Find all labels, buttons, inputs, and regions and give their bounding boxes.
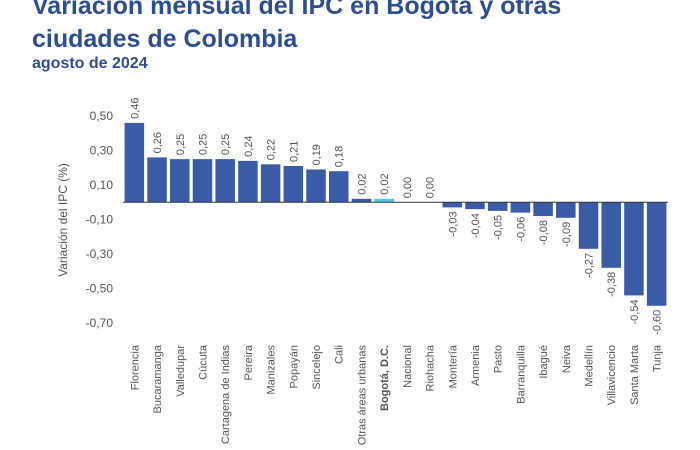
category-label: Bogotá, D.C. <box>379 345 391 411</box>
bar-ibagué <box>533 202 553 217</box>
y-tick-label: -0,30 <box>86 247 114 261</box>
category-label: Riohacha <box>425 344 437 391</box>
bar-cali <box>328 171 349 203</box>
data-label: -0,60 <box>652 310 664 335</box>
category-label: Sincelejo <box>311 345 323 390</box>
data-label: 0,25 <box>220 134 232 155</box>
bars <box>124 122 667 306</box>
y-tick-label: 0,10 <box>90 178 114 192</box>
data-label: 0,25 <box>175 134 187 155</box>
category-label: Cúcuta <box>197 344 209 380</box>
y-tick-label: 0,50 <box>90 109 114 123</box>
bar-medellín <box>578 202 599 249</box>
bar-santa-marta <box>624 202 644 296</box>
data-label: -0,03 <box>447 211 459 236</box>
data-label: 0,24 <box>243 135 255 156</box>
chart-subtitle: agosto de 2024 <box>32 55 148 72</box>
category-label: Barranquilla <box>515 344 527 404</box>
category-label: Pereira <box>243 344 255 380</box>
data-label: 0,46 <box>129 97 141 118</box>
category-label: Neiva <box>561 344 573 373</box>
data-label: -0,04 <box>470 213 482 238</box>
category-label: Medellín <box>584 345 596 387</box>
category-label: Santa Marta <box>629 344 641 405</box>
bar-sincelejo <box>306 169 326 203</box>
data-label: 0,21 <box>288 141 300 162</box>
bar-tunja <box>646 202 667 306</box>
category-label: Cali <box>334 345 346 364</box>
bar-cartagena-de-indias <box>215 159 235 203</box>
data-label: 0,00 <box>402 177 414 198</box>
y-tick-label: -0,50 <box>86 282 114 296</box>
data-label: -0,27 <box>584 253 596 278</box>
category-label: Popayán <box>288 345 300 388</box>
bar-bogotá-d-c- <box>374 198 394 203</box>
chart-title: Variación mensual del IPC en Bogotá y ot… <box>32 0 562 53</box>
category-label: Valledupar <box>175 345 187 397</box>
data-label: -0,54 <box>629 299 641 324</box>
data-label: -0,06 <box>515 217 527 242</box>
category-label: Villavicencio <box>606 345 618 405</box>
data-label: -0,08 <box>538 220 550 245</box>
bar-villavicencio <box>601 202 621 268</box>
category-label: Tunja <box>652 344 664 372</box>
bar-montería <box>442 202 463 208</box>
category-label: Armenia <box>470 344 482 386</box>
data-label: 0,18 <box>334 146 346 167</box>
y-tick-label: 0,30 <box>90 144 114 158</box>
data-label: 0,19 <box>311 144 323 165</box>
category-label: Montería <box>447 344 459 388</box>
category-label: Nacional <box>402 345 414 388</box>
bar-pasto <box>487 202 508 211</box>
bar-pereira <box>238 160 258 203</box>
category-label: Pasto <box>493 345 505 373</box>
data-label: 0,26 <box>152 132 164 153</box>
category-label: Manizales <box>266 345 278 395</box>
data-label: 0,02 <box>379 173 391 194</box>
y-tick-label: -0,10 <box>86 213 114 227</box>
data-label: 0,00 <box>425 177 437 198</box>
bar-valledupar <box>170 159 190 203</box>
data-label: -0,09 <box>561 222 573 247</box>
bar-manizales <box>260 164 281 203</box>
bar-otras-áreas-urbanas <box>351 198 372 203</box>
data-label: 0,02 <box>356 173 368 194</box>
y-axis: 0,50 0,30 0,10 -0,10 -0,30 -0,50 -0,70 <box>86 109 114 330</box>
data-label: 0,22 <box>266 139 278 160</box>
y-tick-label: -0,70 <box>86 316 114 330</box>
bar-florencia <box>124 122 145 203</box>
bar-barranquilla <box>510 202 531 213</box>
data-labels: 0,46 0,26 0,25 0,25 0,25 0,24 0,22 0,21 0,19 0,18… <box>129 97 663 334</box>
bar-bucaramanga <box>147 157 167 203</box>
category-label: Bucaramanga <box>152 344 164 413</box>
data-label: -0,38 <box>606 272 618 297</box>
category-label: Cartagena de Indias <box>220 345 232 445</box>
category-label: Otras áreas urbanas <box>356 345 368 446</box>
data-label: -0,05 <box>493 215 505 240</box>
category-labels: Florencia Bucaramanga Valledupar Cúcuta Cart… <box>129 344 663 445</box>
bar-cúcuta <box>192 159 213 203</box>
bar-neiva <box>556 202 576 218</box>
category-label: Ibagué <box>538 345 550 379</box>
bar-armenia <box>465 202 485 210</box>
y-axis-label: Variación del IPC (%) <box>56 163 70 277</box>
data-label: 0,25 <box>197 134 209 155</box>
category-label: Florencia <box>129 344 141 390</box>
bar-popayán <box>283 166 304 203</box>
